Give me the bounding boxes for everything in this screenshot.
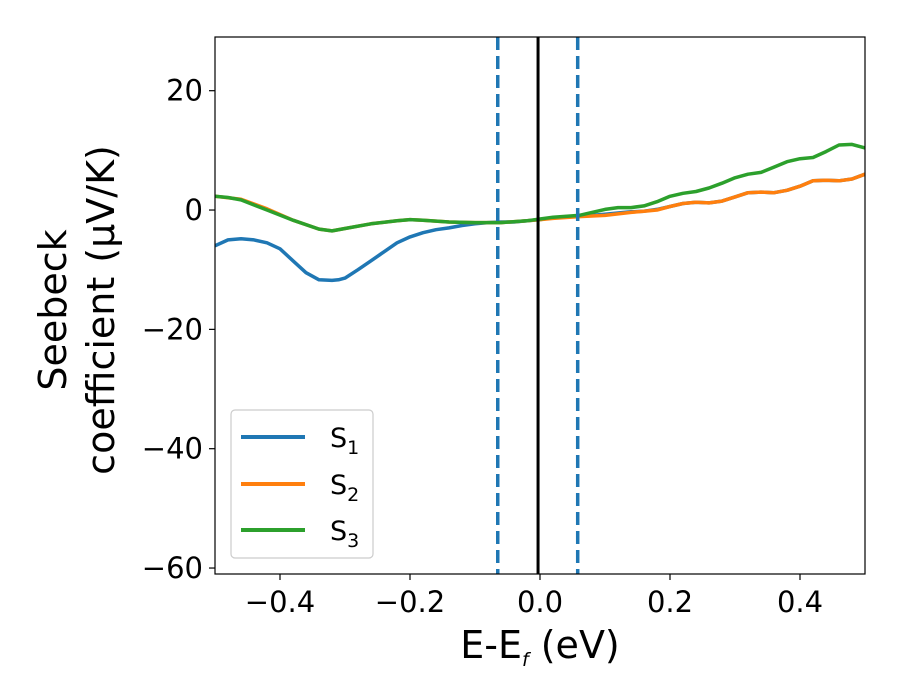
legend-label-s2: S2 [330, 470, 359, 506]
y-tick-label: −20 [142, 312, 203, 346]
legend: S1 S2 S3 [230, 409, 374, 559]
x-tick-label: 0.0 [517, 585, 563, 619]
x-tick-label: 0.4 [777, 585, 823, 619]
x-axis-label: E-Ef (eV) [460, 623, 620, 671]
y-axis-label-line1: Seebeck [31, 229, 75, 390]
y-tick-label: −60 [142, 551, 203, 585]
y-tick-label: −40 [142, 432, 203, 466]
x-tick-label: −0.4 [245, 585, 315, 619]
y-tick-label: 20 [166, 74, 203, 108]
legend-label-s1: S1 [330, 423, 359, 459]
series-line-s3 [215, 142, 865, 233]
series-line-s2 [215, 172, 865, 233]
axis-ticks: −0.4 −0.2 0.0 0.2 0.4 −60 −40 −20 0 20 [142, 74, 823, 619]
x-tick-label: −0.2 [375, 585, 445, 619]
legend-label-s3: S3 [330, 516, 359, 552]
y-axis-label: Seebeck coefficient(μV/K) [31, 145, 123, 475]
y-axis-label-line2: coefficient(μV/K) [79, 145, 123, 475]
x-tick-label: 0.2 [647, 585, 693, 619]
y-tick-label: 0 [185, 193, 203, 227]
plot-area [215, 37, 865, 574]
